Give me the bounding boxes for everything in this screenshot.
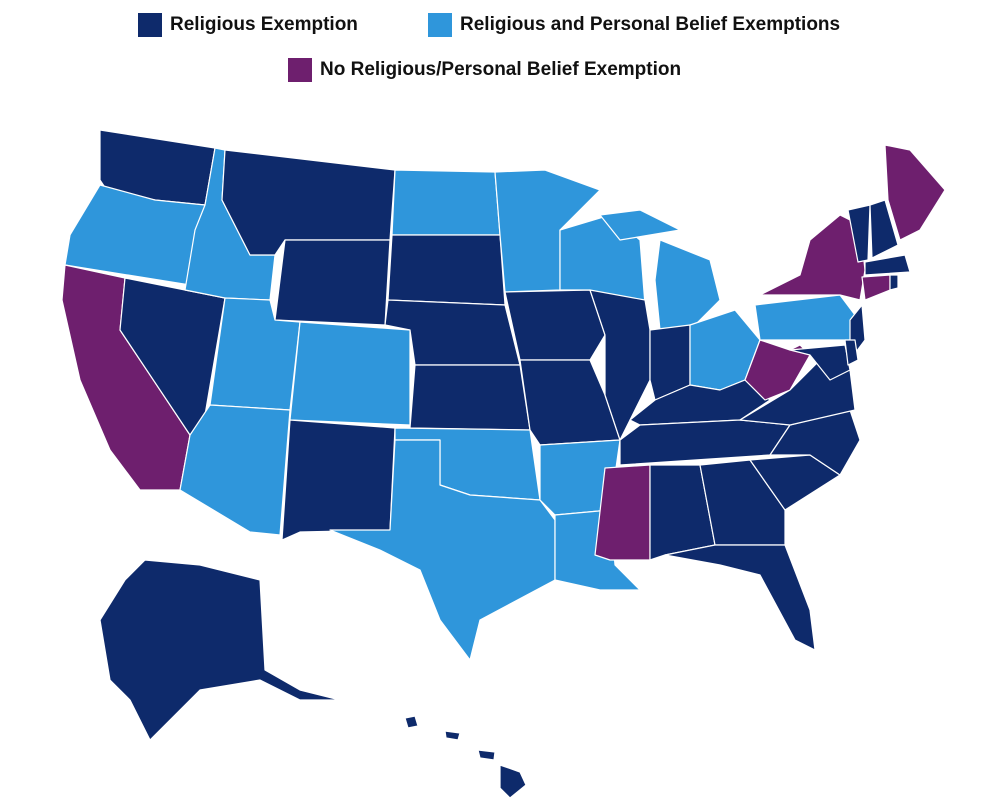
legend-swatch	[288, 58, 312, 82]
state	[289, 321, 411, 426]
state	[504, 289, 606, 361]
state	[477, 749, 496, 761]
state	[699, 459, 786, 546]
state	[664, 544, 816, 651]
legend-label: No Religious/Personal Belief Exemption	[320, 59, 681, 80]
state	[754, 294, 856, 341]
state	[329, 439, 556, 661]
legend-label: Religious Exemption	[170, 14, 358, 35]
state	[889, 274, 899, 291]
state	[409, 364, 531, 431]
state	[404, 715, 419, 729]
state	[861, 274, 891, 301]
state	[179, 404, 291, 536]
state	[869, 199, 899, 259]
states	[61, 129, 946, 799]
state	[444, 730, 461, 741]
state	[599, 209, 681, 241]
state	[391, 169, 501, 236]
state	[654, 239, 721, 331]
legend: Religious Exemption Religious and Person…	[138, 13, 840, 82]
legend-label: Religious and Personal Belief Exemptions	[460, 14, 840, 35]
state	[387, 234, 506, 306]
state	[759, 214, 866, 301]
state	[274, 239, 391, 326]
state	[847, 204, 871, 263]
state	[499, 764, 527, 799]
state	[864, 254, 911, 276]
state	[844, 339, 859, 366]
state	[281, 419, 396, 541]
state	[789, 344, 851, 381]
legend-swatch	[138, 13, 162, 37]
state	[221, 149, 396, 256]
state	[594, 464, 651, 561]
state	[884, 144, 946, 241]
state	[99, 559, 341, 741]
legend-swatch	[428, 13, 452, 37]
